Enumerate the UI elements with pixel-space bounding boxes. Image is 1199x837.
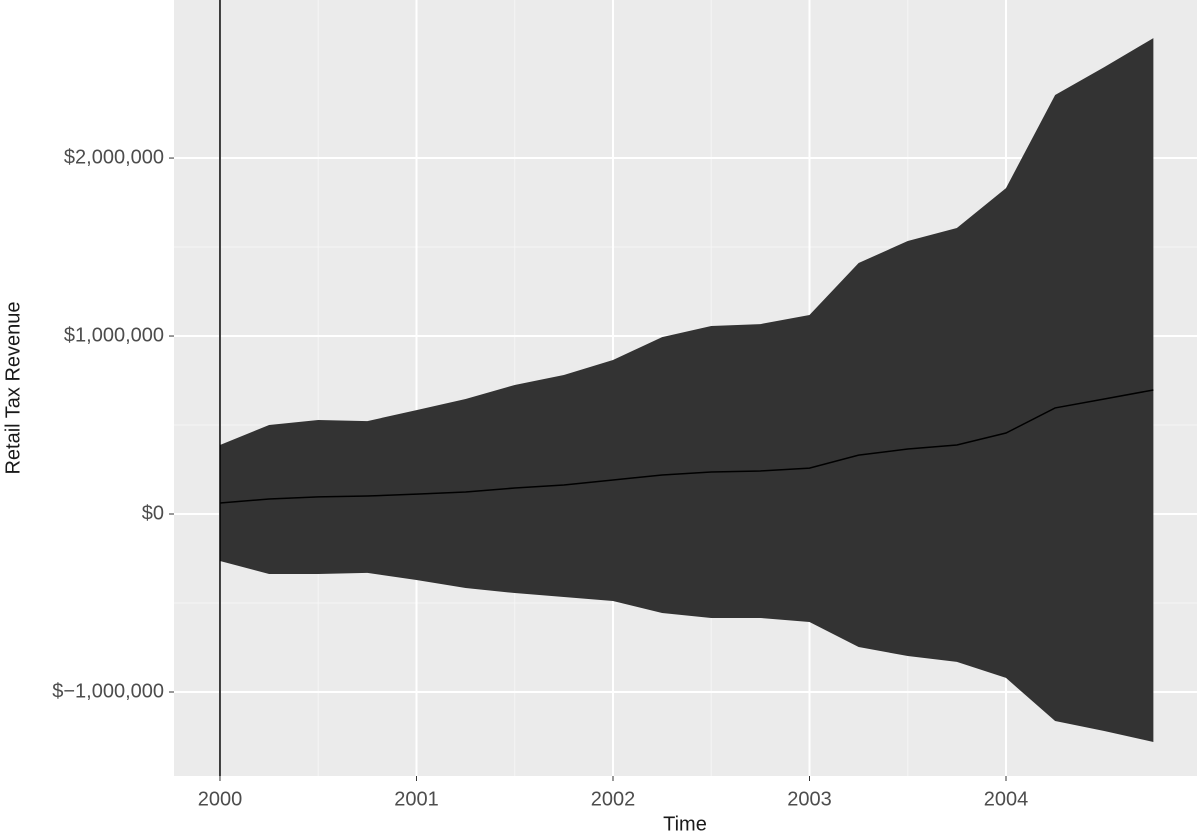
y-tick-label: $0: [142, 502, 164, 524]
y-tick-label: $1,000,000: [64, 324, 164, 346]
forecast-line: [219, 389, 1154, 504]
x-axis-title: Time: [663, 813, 707, 835]
x-tick-label: 2002: [591, 788, 636, 810]
x-tick-label: 2000: [198, 788, 243, 810]
x-tick-label: 2004: [984, 788, 1029, 810]
y-tick-label: $2,000,000: [64, 146, 164, 168]
y-axis-title: Retail Tax Revenue: [2, 301, 24, 474]
x-tick-label: 2001: [394, 788, 439, 810]
y-tick-label: $−1,000,000: [52, 680, 164, 702]
ribbon: [219, 38, 1154, 743]
x-tick-label: 2003: [787, 788, 832, 810]
